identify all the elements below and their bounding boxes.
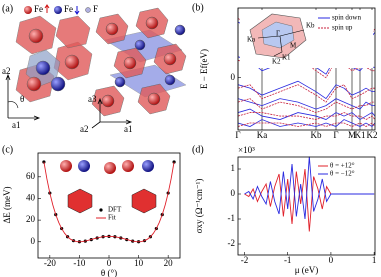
x-tick-label: Kb <box>311 130 322 140</box>
crystal-left <box>15 15 93 103</box>
hexagon-icon <box>67 188 93 214</box>
spin-arrow <box>44 4 50 13</box>
x-tick-label: K2 <box>367 130 378 140</box>
structure-icon <box>60 160 72 172</box>
x-tick-label: 0 <box>329 255 334 265</box>
band-line <box>238 98 375 113</box>
data-line <box>244 156 375 220</box>
panel-label: (a) <box>2 3 13 14</box>
legend-swatch <box>99 208 103 212</box>
legend-text: Fit <box>108 214 116 222</box>
x-tick-label: -1 <box>284 255 292 265</box>
axis-multiplier: ×10³ <box>238 145 255 155</box>
crystal-right <box>91 7 187 117</box>
band-line <box>238 122 375 127</box>
x-tick-label: 0 <box>107 258 112 268</box>
axis-label: a2 <box>2 66 11 76</box>
inset-label: K2 <box>272 58 281 66</box>
axis-label: a1 <box>12 120 21 130</box>
x-tick-label: Γ <box>333 130 338 140</box>
structure-icon <box>104 162 116 174</box>
angle-label: θ <box>20 94 24 104</box>
y-tick-label: -2 <box>228 238 236 248</box>
plot-frame <box>237 7 376 131</box>
x-tick-label: 10 <box>134 258 144 268</box>
y-tick-label: 20 <box>26 214 36 224</box>
legend-text: Fe <box>64 4 73 14</box>
x-tick-label: K1 <box>355 130 366 140</box>
axis-label: a2 <box>80 124 89 134</box>
hexagon-icon <box>131 188 157 214</box>
y-tick-label: 0 <box>231 188 236 198</box>
x-tick-label: 1 <box>372 255 377 265</box>
structure-icon <box>142 160 154 172</box>
structure-panel: (a) Fe Fe F <box>2 3 187 134</box>
y-tick-label: 60 <box>26 171 36 181</box>
data-line <box>43 161 175 243</box>
band-line <box>238 80 375 100</box>
x-tick-label: Ka <box>257 130 268 140</box>
inset-label: Ka <box>247 36 256 44</box>
legend-box <box>94 204 130 224</box>
band-line <box>238 98 375 110</box>
lattice-axes <box>5 73 133 129</box>
x-axis-label: θ (°) <box>101 268 117 277</box>
y-tick-label: -1 <box>228 213 236 223</box>
x-tick-label: -2 <box>241 255 249 265</box>
plot-frame <box>37 152 181 259</box>
inset-label: Kb <box>306 22 315 30</box>
legend-text: θ = +12° <box>330 162 355 170</box>
inset-label: Γ <box>276 30 280 38</box>
band-line <box>238 112 375 121</box>
panel-label: (d) <box>192 144 204 155</box>
y-tick-label: 40 <box>26 193 36 203</box>
legend-text: Fe <box>34 4 43 14</box>
plot-frame <box>237 156 376 256</box>
legend-icon <box>85 7 91 13</box>
panel-label: (b) <box>192 2 204 13</box>
y-tick-label: 0 <box>231 72 236 82</box>
legend-text: θ = −12° <box>330 170 355 178</box>
x-tick-label: -10 <box>73 258 85 268</box>
x-tick-label: -20 <box>44 258 56 268</box>
panel-label: (c) <box>2 144 13 155</box>
legend-text: DFT <box>108 206 122 214</box>
y-tick-label: 1 <box>231 163 236 173</box>
legend-text: spin down <box>332 14 361 22</box>
y-axis-label: E − Ef(eV) <box>199 49 209 89</box>
legend-text: spin up <box>332 24 353 32</box>
structure-icon <box>78 160 90 172</box>
legend-icon <box>54 6 62 14</box>
band-line <box>238 84 375 103</box>
legend-icon <box>24 6 32 14</box>
legend-text: F <box>93 4 98 14</box>
x-tick-label: 20 <box>164 258 174 268</box>
band-line <box>238 119 375 128</box>
spin-arrow <box>74 6 80 15</box>
inset-label: M <box>290 42 297 50</box>
y-axis-label: σxy (Ω⁻¹cm⁻¹) <box>194 179 204 234</box>
x-axis-label: μ (eV) <box>295 265 319 275</box>
x-tick-label: M <box>348 130 356 140</box>
y-tick-label: 0 <box>31 236 36 246</box>
x-tick-label: Γ <box>235 130 240 140</box>
inset-label: K1 <box>282 54 291 62</box>
brillouin-inner <box>261 21 295 49</box>
axis-label: a3 <box>88 94 97 104</box>
axis-label: a1 <box>124 124 133 134</box>
y-axis-label: ΔE (meV) <box>2 186 12 223</box>
structure-icon <box>122 160 134 172</box>
k-path <box>257 29 305 57</box>
